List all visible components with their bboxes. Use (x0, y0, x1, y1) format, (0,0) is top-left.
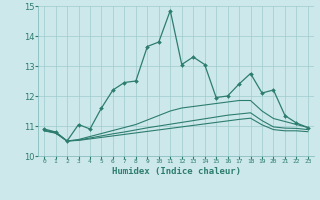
X-axis label: Humidex (Indice chaleur): Humidex (Indice chaleur) (111, 167, 241, 176)
